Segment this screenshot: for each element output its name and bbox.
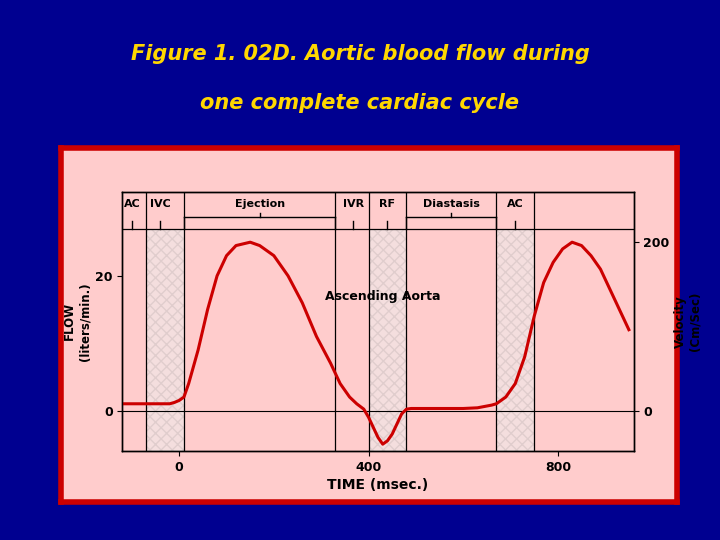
Bar — [369, 229, 406, 451]
Text: RF: RF — [379, 199, 395, 208]
Text: AC: AC — [124, 199, 140, 208]
Text: IVR: IVR — [343, 199, 364, 208]
Text: Diastasis: Diastasis — [423, 199, 480, 208]
Y-axis label: FLOW
(liters/min.): FLOW (liters/min.) — [63, 282, 91, 361]
Bar — [369, 229, 406, 451]
Bar — [496, 229, 534, 451]
Text: AC: AC — [507, 199, 523, 208]
X-axis label: TIME (msec.): TIME (msec.) — [328, 478, 428, 492]
Text: Ejection: Ejection — [235, 199, 284, 208]
Text: Figure 1. 02D. Aortic blood flow during: Figure 1. 02D. Aortic blood flow during — [130, 44, 590, 64]
Bar — [496, 229, 534, 451]
Text: IVC: IVC — [150, 199, 171, 208]
Y-axis label: Velocity
(Cm/Sec): Velocity (Cm/Sec) — [674, 292, 702, 351]
Bar — [146, 229, 184, 451]
Text: one complete cardiac cycle: one complete cardiac cycle — [200, 92, 520, 113]
Bar — [146, 229, 184, 451]
Text: Ascending Aorta: Ascending Aorta — [325, 289, 441, 302]
